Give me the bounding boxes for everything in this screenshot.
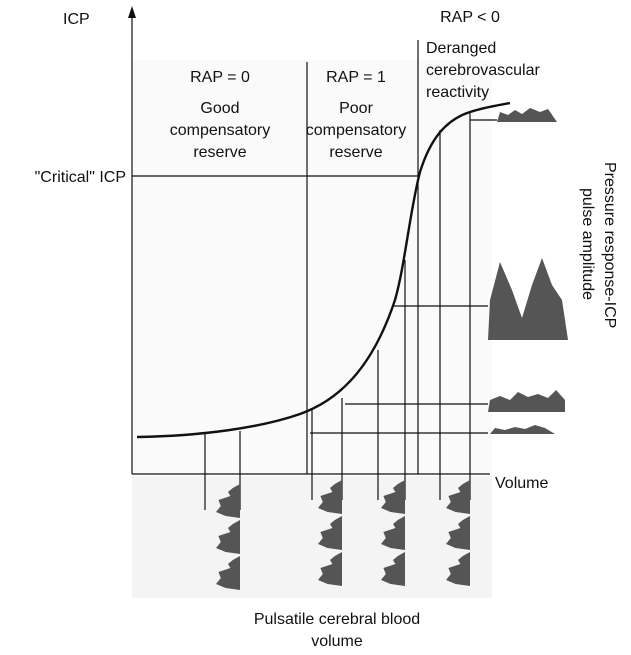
plot-area <box>132 60 492 474</box>
bottom-label: volume <box>311 633 363 650</box>
rap-label: RAP < 0 <box>440 9 500 26</box>
cbv-pulse <box>318 480 342 514</box>
cbv-pulse <box>318 516 342 550</box>
cbv-pulse <box>446 480 470 514</box>
cbv-pulse <box>381 516 405 550</box>
icp-waveform <box>497 108 557 122</box>
cbv-pulse <box>216 556 240 590</box>
zone-text: reactivity <box>426 84 489 101</box>
icp-waveform <box>488 258 568 340</box>
cbv-pulse <box>216 520 240 554</box>
icp-waveform <box>488 390 565 412</box>
zone-text: reserve <box>193 144 246 161</box>
y-arrow <box>128 6 136 18</box>
right-label: pulse amplitude <box>579 188 596 300</box>
cbv-waveforms <box>216 480 470 590</box>
zone-text: cerebrovascular <box>426 62 541 79</box>
zone-text: Deranged <box>426 40 496 57</box>
rap-label: RAP = 1 <box>326 69 386 86</box>
zone-text: Poor <box>339 100 373 117</box>
zone-text: reserve <box>329 144 382 161</box>
rap-label: RAP = 0 <box>190 69 250 86</box>
y-axis-label: ICP <box>63 11 90 28</box>
zone-text: compensatory <box>306 122 407 139</box>
icp-waveform <box>490 425 555 434</box>
cbv-pulse <box>381 480 405 514</box>
cbv-pulse <box>216 484 240 518</box>
cbv-pulse <box>318 552 342 586</box>
bottom-label: Pulsatile cerebral blood <box>254 611 420 628</box>
cbv-pulse <box>381 552 405 586</box>
zone-text: compensatory <box>170 122 271 139</box>
x-axis-label: Volume <box>495 475 548 492</box>
cbv-pulse <box>446 516 470 550</box>
cbv-pulse <box>446 552 470 586</box>
zone-text: Good <box>200 100 239 117</box>
drop-lines <box>204 112 471 510</box>
critical-label: "Critical" ICP <box>35 169 126 186</box>
right-label: Pressure response-ICP <box>601 162 618 328</box>
